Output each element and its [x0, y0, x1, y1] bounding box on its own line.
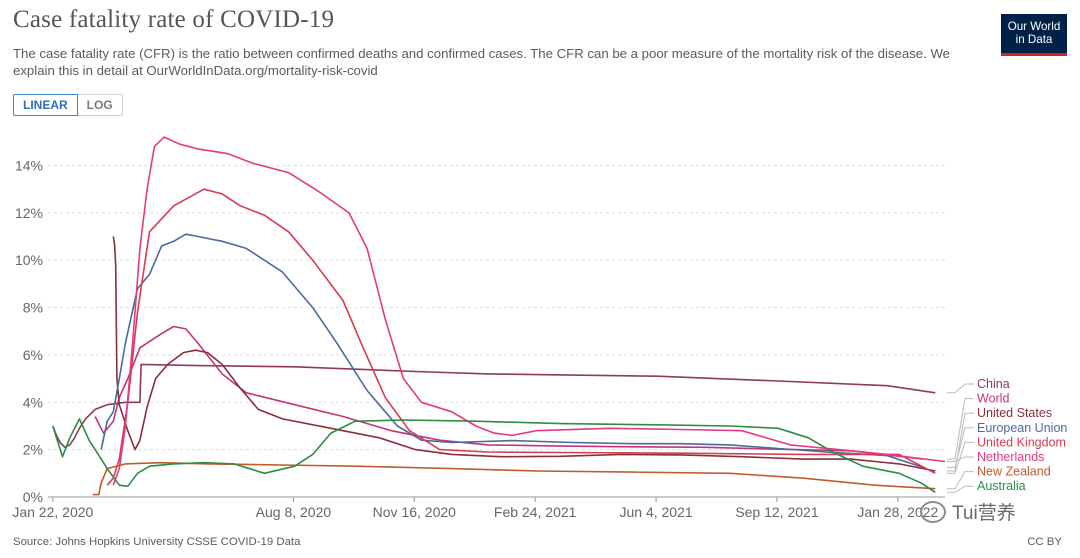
legend-connector-world — [947, 398, 974, 460]
legend-label-netherlands: Netherlands — [977, 450, 1044, 464]
series-line-united-kingdom — [106, 188, 936, 486]
legend-connector-netherlands — [947, 456, 974, 462]
x-tick-label: Feb 24, 2021 — [494, 504, 577, 520]
series-line-world — [94, 325, 924, 460]
legend-connector-united-kingdom — [947, 441, 974, 474]
series-line-china — [52, 363, 936, 449]
legend-connector-united-states — [947, 412, 974, 472]
legend-connector-new-zealand — [947, 471, 974, 490]
legend-label-united-kingdom: United Kingdom — [977, 435, 1066, 449]
legend-label-world: World — [977, 392, 1009, 406]
x-tick-label: Sep 12, 2021 — [735, 504, 819, 520]
wechat-icon — [920, 500, 946, 523]
watermark: Tui营养 — [920, 498, 1016, 525]
x-tick-label: Nov 16, 2020 — [373, 504, 456, 520]
watermark-text: Tui营养 — [952, 503, 1016, 524]
license-link[interactable]: CC BY — [1027, 536, 1062, 548]
legend-label-china: China — [977, 377, 1010, 391]
y-tick-label: 4% — [23, 394, 43, 410]
y-tick-label: 8% — [23, 300, 43, 316]
chart-subtitle: The case fatality rate (CFR) is the rati… — [13, 46, 950, 78]
x-tick-label: Jan 28, 2022 — [857, 504, 938, 520]
series-line-united-states — [112, 236, 936, 472]
legend-connector-australia — [947, 485, 974, 493]
logo-line-2: in Data — [1015, 33, 1053, 46]
owid-logo[interactable]: Our World in Data — [1001, 14, 1067, 56]
series-line-european-union — [100, 233, 924, 469]
x-tick-label: Jan 22, 2020 — [12, 504, 93, 520]
linear-scale-button[interactable]: LINEAR — [13, 94, 78, 116]
chart-title: Case fatality rate of COVID-19 — [13, 6, 335, 33]
legend-label-european-union: European Union — [977, 421, 1067, 435]
legend-label-australia: Australia — [977, 479, 1026, 493]
legend-label-united-states: United States — [977, 406, 1052, 420]
series-line-australia — [52, 418, 936, 493]
legend-connector-european-union — [947, 427, 974, 468]
y-tick-label: 6% — [23, 347, 43, 363]
series-line-new-zealand — [92, 461, 936, 496]
source-note[interactable]: Source: Johns Hopkins University CSSE CO… — [13, 536, 301, 548]
scale-toggle: LINEAR LOG — [13, 94, 123, 116]
series-line-netherlands — [112, 136, 946, 486]
y-tick-label: 0% — [23, 489, 43, 505]
y-tick-label: 12% — [15, 205, 43, 221]
x-tick-label: Jun 4, 2021 — [619, 504, 692, 520]
legend-connector-china — [947, 383, 974, 394]
logo-line-1: Our World — [1007, 20, 1061, 33]
y-tick-label: 14% — [15, 158, 43, 174]
legend-label-new-zealand: New Zealand — [977, 465, 1051, 479]
y-tick-label: 2% — [23, 442, 43, 458]
x-tick-label: Aug 8, 2020 — [256, 504, 332, 520]
log-scale-button[interactable]: LOG — [77, 94, 123, 116]
y-tick-label: 10% — [15, 252, 43, 268]
